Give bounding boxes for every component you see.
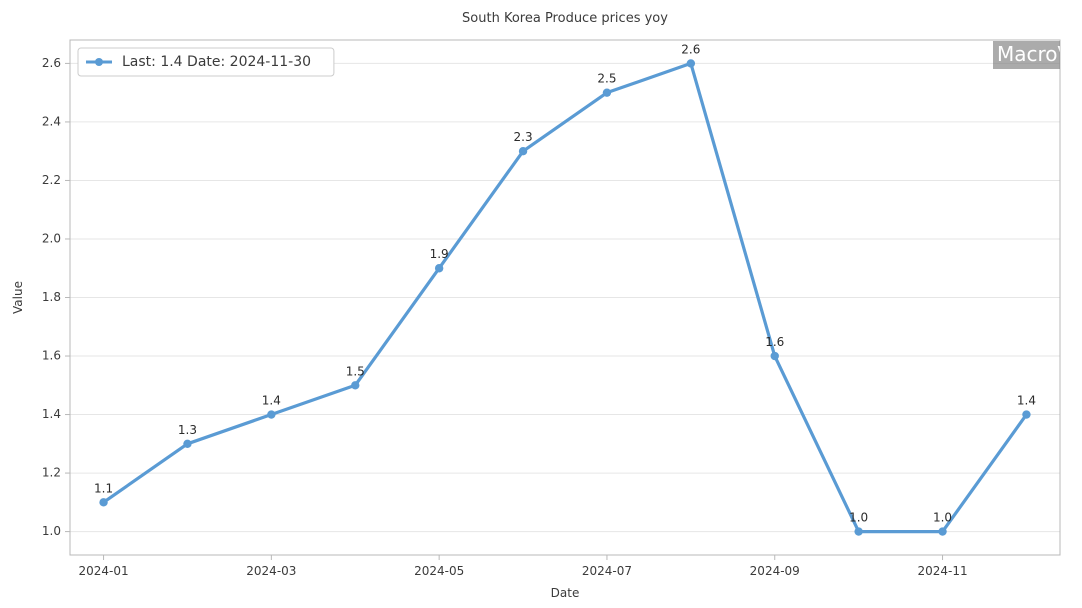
data-label: 2.6 [681,42,700,56]
y-tick-label: 2.0 [42,231,61,245]
x-tick-label: 2024-05 [414,564,464,578]
series-marker [938,527,946,535]
data-label: 1.6 [765,335,784,349]
series-marker [854,527,862,535]
y-tick-label: 2.4 [42,114,61,128]
series-marker [267,410,275,418]
series-marker [519,147,527,155]
series-marker [687,59,695,67]
data-label: 1.1 [94,481,113,495]
legend: Last: 1.4 Date: 2024-11-30 [78,48,334,76]
y-tick-label: 1.8 [42,290,61,304]
data-label: 1.0 [849,511,868,525]
series-marker [99,498,107,506]
y-tick-label: 1.2 [42,466,61,480]
chart-container: 1.0 1.2 1.4 1.6 1.8 2.0 2.2 2.4 2.6 2024-01 2024-0… [0,0,1082,608]
chart-svg: 1.0 1.2 1.4 1.6 1.8 2.0 2.2 2.4 2.6 2024-01 2024-0… [0,0,1082,608]
series-marker [351,381,359,389]
data-label: 1.9 [430,247,449,261]
series-marker [771,352,779,360]
data-label: 2.5 [597,72,616,86]
data-label: 1.3 [178,423,197,437]
y-tick-label: 1.0 [42,524,61,538]
series-marker [603,88,611,96]
legend-swatch-marker [95,58,103,66]
y-axis-label: Value [11,281,25,314]
x-tick-label: 2024-03 [246,564,296,578]
x-axis-label: Date [551,586,580,600]
chart-title: South Korea Produce prices yoy [462,11,668,26]
y-tick-label: 2.6 [42,56,61,70]
x-tick-label: 2024-11 [917,564,967,578]
y-tick-label: 1.4 [42,407,61,421]
legend-text: Last: 1.4 Date: 2024-11-30 [122,54,311,70]
data-label: 1.0 [933,511,952,525]
data-label: 1.5 [346,364,365,378]
x-tick-label: 2024-09 [750,564,800,578]
series-marker [183,440,191,448]
series-marker [1022,410,1030,418]
data-label: 1.4 [1017,394,1036,408]
x-tick-label: 2024-07 [582,564,632,578]
y-tick-label: 1.6 [42,349,61,363]
y-tick-label: 2.2 [42,173,61,187]
data-label: 1.4 [262,394,281,408]
x-tick-label: 2024-01 [78,564,128,578]
series-marker [435,264,443,272]
data-label: 2.3 [514,130,533,144]
